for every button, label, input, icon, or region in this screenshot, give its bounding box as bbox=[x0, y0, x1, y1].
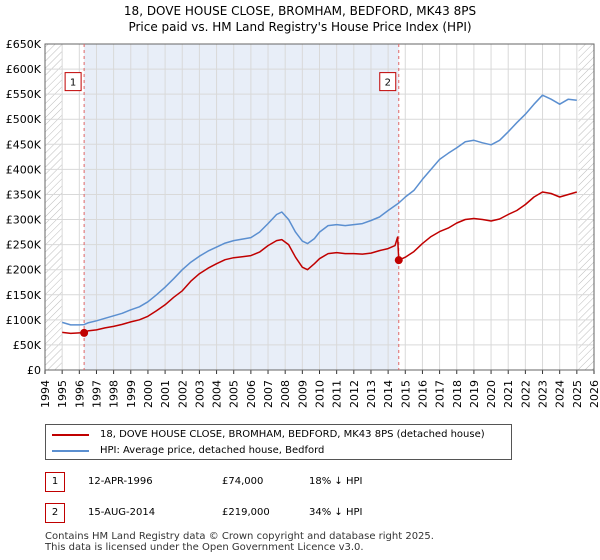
legend-swatch-property bbox=[52, 434, 89, 436]
sale-marker-box-2 bbox=[379, 72, 397, 92]
x-tick-label: 1994 bbox=[39, 380, 52, 408]
x-tick-label: 2002 bbox=[176, 380, 189, 408]
y-tick-label: £50K bbox=[13, 339, 42, 352]
x-tick-label: 1998 bbox=[108, 380, 121, 408]
x-tick-label: 2014 bbox=[382, 380, 395, 408]
x-tick-label: 2023 bbox=[537, 380, 550, 408]
x-tick-label: 2010 bbox=[314, 380, 327, 408]
legend-label-property: 18, DOVE HOUSE CLOSE, BROMHAM, BEDFORD, … bbox=[100, 429, 485, 440]
x-tick-label: 1996 bbox=[73, 380, 86, 408]
x-tick-label: 2005 bbox=[228, 380, 241, 408]
y-tick-label: £250K bbox=[6, 239, 42, 252]
y-tick-label: £0 bbox=[27, 364, 41, 377]
x-tick-label: 2003 bbox=[193, 380, 206, 408]
x-tick-label: 2025 bbox=[571, 380, 584, 408]
y-tick-label: £650K bbox=[6, 38, 42, 51]
sale-badge-1: 1 bbox=[45, 472, 65, 492]
x-tick-label: 2001 bbox=[159, 380, 172, 408]
footer-line-2: This data is licensed under the Open Gov… bbox=[45, 542, 364, 553]
footer-line-1: Contains HM Land Registry data © Crown c… bbox=[45, 531, 434, 542]
y-tick-label: £150K bbox=[6, 289, 42, 302]
y-tick-label: £500K bbox=[6, 113, 42, 126]
x-tick-label: 2009 bbox=[296, 380, 309, 408]
plot-border bbox=[44, 43, 595, 371]
title-line-1: 18, DOVE HOUSE CLOSE, BROMHAM, BEDFORD, … bbox=[123, 4, 477, 18]
sale-marker-label-1: 1 bbox=[70, 78, 76, 89]
x-tick-label: 2008 bbox=[279, 380, 292, 408]
x-tick-label: 2016 bbox=[416, 380, 429, 408]
x-tick-label: 2018 bbox=[451, 380, 464, 408]
x-tick-label: 2026 bbox=[588, 380, 600, 408]
x-tick-label: 2007 bbox=[262, 380, 275, 408]
sale-point-2 bbox=[394, 256, 403, 265]
x-tick-label: 2012 bbox=[348, 380, 361, 408]
hatched-region-end bbox=[578, 44, 594, 370]
chart-title: 18, DOVE HOUSE CLOSE, BROMHAM, BEDFORD, … bbox=[0, 3, 600, 35]
x-tick-label: 2019 bbox=[468, 380, 481, 408]
sale-date-2: 15-AUG-2014 bbox=[88, 507, 156, 518]
x-tick-label: 2015 bbox=[399, 380, 412, 408]
sale-point-1 bbox=[80, 328, 89, 337]
sale-marker-label-2: 2 bbox=[385, 78, 391, 89]
y-tick-label: £350K bbox=[6, 188, 42, 201]
series-line-hpi bbox=[61, 94, 577, 326]
y-tick-label: £200K bbox=[6, 264, 42, 277]
x-tick-label: 2024 bbox=[554, 380, 567, 408]
x-tick-label: 1999 bbox=[125, 380, 138, 408]
sale-badge-2: 2 bbox=[45, 503, 65, 523]
legend: 18, DOVE HOUSE CLOSE, BROMHAM, BEDFORD, … bbox=[45, 424, 512, 460]
x-tick-label: 2022 bbox=[519, 380, 532, 408]
legend-swatch-hpi bbox=[52, 450, 89, 452]
y-tick-label: £300K bbox=[6, 214, 42, 227]
hatched-region-start bbox=[45, 44, 63, 370]
y-tick-label: £450K bbox=[6, 138, 42, 151]
sale-price-1: £74,000 bbox=[222, 476, 264, 487]
x-tick-label: 2020 bbox=[485, 380, 498, 408]
x-tick-label: 1997 bbox=[90, 380, 103, 408]
x-tick-label: 1995 bbox=[56, 380, 69, 408]
y-tick-label: £550K bbox=[6, 88, 42, 101]
x-tick-label: 2004 bbox=[211, 380, 224, 408]
x-tick-label: 2017 bbox=[434, 380, 447, 408]
title-line-2: Price paid vs. HM Land Registry's House … bbox=[128, 20, 472, 34]
x-tick-label: 2006 bbox=[245, 380, 258, 408]
sale-hpi-1: 18% ↓ HPI bbox=[309, 476, 363, 487]
sale-date-1: 12-APR-1996 bbox=[88, 476, 153, 487]
x-tick-label: 2021 bbox=[502, 380, 515, 408]
y-tick-label: £100K bbox=[6, 314, 42, 327]
x-tick-label: 2011 bbox=[331, 380, 344, 408]
series-line-property bbox=[62, 191, 578, 335]
x-tick-label: 2013 bbox=[365, 380, 378, 408]
sale-price-2: £219,000 bbox=[222, 507, 270, 518]
sale-marker-box-1 bbox=[64, 72, 82, 92]
sale-hpi-2: 34% ↓ HPI bbox=[309, 507, 363, 518]
price-chart: £0 £50K £100K £150K £200K £250K £300K £350K £400… bbox=[6, 38, 600, 408]
ownership-band bbox=[84, 44, 399, 370]
y-tick-label: £400K bbox=[6, 163, 42, 176]
legend-label-hpi: HPI: Average price, detached house, Bedf… bbox=[100, 445, 325, 456]
y-tick-label: £600K bbox=[6, 63, 42, 76]
x-tick-label: 2000 bbox=[142, 380, 155, 408]
footer: Contains HM Land Registry data © Crown c… bbox=[45, 531, 434, 553]
